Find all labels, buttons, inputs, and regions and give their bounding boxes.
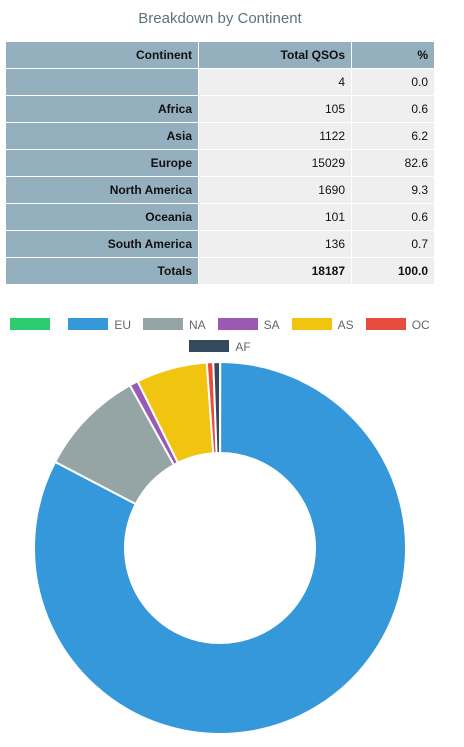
table-row: Asia 1122 6.2 [5, 122, 435, 150]
legend-label: OC [411, 318, 430, 332]
table-row: South America 136 0.7 [5, 230, 435, 258]
table-row: Europe 15029 82.6 [5, 149, 435, 177]
legend-label: EU [114, 318, 131, 332]
chart-legend: EU NA SA AS OC AF [0, 314, 440, 358]
cell-percent: 6.2 [351, 122, 435, 150]
donut-slice-af[interactable] [212, 360, 221, 455]
cell-percent: 0.7 [351, 230, 435, 258]
cell-total: 4 [198, 68, 352, 96]
legend-swatch [189, 340, 230, 352]
totals-label: Totals [5, 257, 199, 285]
legend-item[interactable]: SA [217, 314, 280, 336]
legend-swatch [217, 318, 258, 330]
totals-total: 18187 [198, 257, 352, 285]
table-row: North America 1690 9.3 [5, 176, 435, 204]
table-row: 4 0.0 [5, 68, 435, 96]
legend-label: SA [263, 318, 280, 332]
header-total-qsos: Total QSOs [198, 41, 352, 69]
chart-title: Breakdown by Continent [138, 10, 302, 27]
cell-continent: South America [5, 230, 199, 258]
cell-percent: 9.3 [351, 176, 435, 204]
legend-item[interactable]: NA [142, 314, 206, 336]
table-header-row: Continent Total QSOs % [5, 41, 435, 69]
cell-continent: Europe [5, 149, 199, 177]
cell-continent: Oceania [5, 203, 199, 231]
cell-percent: 0.0 [351, 68, 435, 96]
cell-percent: 0.6 [351, 203, 435, 231]
header-continent: Continent [5, 41, 199, 69]
legend-item[interactable]: EU [68, 314, 131, 336]
totals-percent: 100.0 [351, 257, 435, 285]
header-percent: % [351, 41, 435, 69]
totals-row: Totals 18187 100.0 [5, 257, 435, 285]
cell-total: 101 [198, 203, 352, 231]
cell-percent: 0.6 [351, 95, 435, 123]
legend-item[interactable] [10, 314, 56, 336]
table-row: Oceania 101 0.6 [5, 203, 435, 231]
cell-total: 136 [198, 230, 352, 258]
donut-slice-eu[interactable] [33, 360, 407, 735]
legend-swatch [365, 318, 406, 330]
donut-chart [33, 360, 407, 735]
legend-label: AF [235, 340, 251, 354]
legend-item[interactable]: OC [365, 314, 430, 336]
legend-label: AS [337, 318, 354, 332]
cell-total: 1690 [198, 176, 352, 204]
cell-continent: Africa [5, 95, 199, 123]
cell-total: 105 [198, 95, 352, 123]
cell-continent: North America [5, 176, 199, 204]
table-row: Africa 105 0.6 [5, 95, 435, 123]
cell-percent: 82.6 [351, 149, 435, 177]
legend-swatch [142, 318, 183, 330]
legend-swatch [68, 318, 109, 330]
cell-continent: Asia [5, 122, 199, 150]
legend-swatch [291, 318, 332, 330]
legend-item[interactable]: AF [189, 336, 251, 358]
continent-table: Continent Total QSOs % 4 0.0 Africa 105 … [5, 41, 435, 285]
legend-swatch [10, 318, 51, 330]
cell-total: 1122 [198, 122, 352, 150]
cell-continent [5, 68, 199, 96]
legend-label: NA [188, 318, 206, 332]
legend-item[interactable]: AS [291, 314, 354, 336]
cell-total: 15029 [198, 149, 352, 177]
